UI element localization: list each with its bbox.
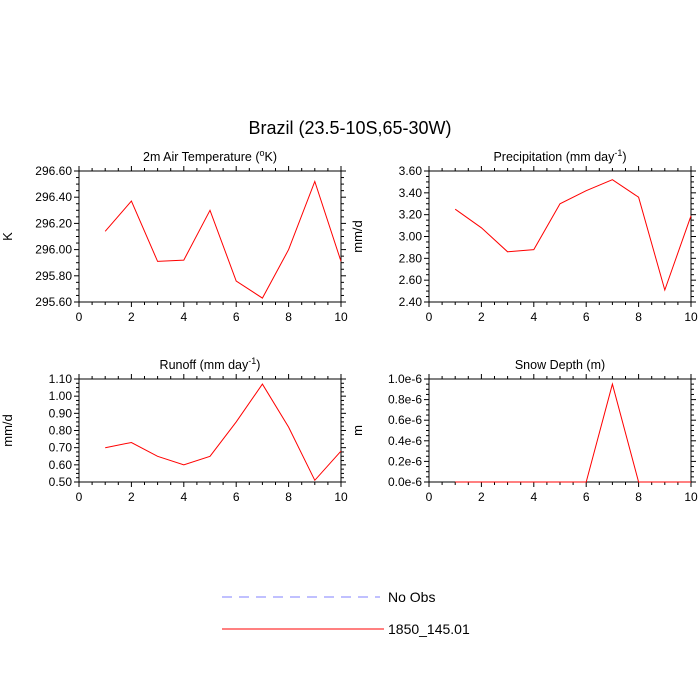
panel-title: Runoff (mm day-1) [160, 356, 261, 372]
y-tick-label: 296.20 [35, 216, 72, 230]
x-tick-label: 0 [76, 490, 83, 504]
x-tick-label: 4 [180, 310, 187, 324]
y-tick-label: 0.80 [49, 424, 73, 438]
legend-label-no-obs: No Obs [388, 589, 435, 605]
y-tick-label: 0.4e-6 [388, 434, 422, 448]
y-tick-label: 1.00 [49, 389, 73, 403]
panel-2: 2.40 2.60 2.80 3.00 3.20 3.40 3.60 0 2 4 6 8 10 Preci… [350, 148, 698, 324]
y-tick-label: 0.0e-6 [388, 475, 422, 489]
y-tick-label: 0.60 [49, 458, 73, 472]
y-tick-label: 296.40 [35, 190, 72, 204]
figure-title: Brazil (23.5-10S,65-30W) [248, 118, 451, 138]
y-tick-label: 2.80 [399, 251, 423, 265]
x-tick-label: 2 [128, 310, 135, 324]
y-tick-label: 1.0e-6 [388, 372, 422, 386]
x-tick-label: 6 [233, 310, 240, 324]
x-tick-label: 4 [180, 490, 187, 504]
x-tick-label: 10 [684, 490, 698, 504]
series-line [104, 180, 342, 299]
y-axis-label: K [0, 232, 15, 241]
x-tick-label: 6 [233, 490, 240, 504]
y-axis-label: mm/d [0, 414, 15, 447]
y-tick-label: 296.00 [35, 243, 72, 257]
panel-4: 0.0e-6 0.2e-6 0.4e-6 0.6e-6 0.8e-6 1.0e-6 0 2 4 6… [350, 358, 698, 504]
y-tick-label: 3.00 [399, 230, 423, 244]
panel-1: 295.60 295.80 296.00 296.20 296.40 296.60 0 2 4 6… [0, 148, 348, 324]
y-tick-label: 0.2e-6 [388, 454, 422, 468]
x-tick-label: 4 [530, 490, 537, 504]
y-tick-label: 0.6e-6 [388, 413, 422, 427]
series-line [105, 383, 342, 482]
plot-frame [428, 378, 692, 483]
x-tick-label: 8 [635, 310, 642, 324]
x-tick-label: 10 [684, 310, 698, 324]
y-tick-label: 0.50 [49, 475, 73, 489]
y-tick-label: 0.70 [49, 441, 73, 455]
x-tick-label: 0 [426, 310, 433, 324]
panel-title: Precipitation (mm day-1) [493, 148, 626, 164]
x-tick-label: 10 [334, 490, 348, 504]
y-tick-label: 0.8e-6 [388, 393, 422, 407]
y-tick-label: 2.60 [399, 273, 423, 287]
x-tick-label: 0 [76, 310, 83, 324]
series-line [454, 179, 692, 292]
x-tick-label: 2 [478, 490, 485, 504]
x-tick-label: 8 [285, 310, 292, 324]
x-tick-label: 2 [128, 490, 135, 504]
series-line [455, 382, 691, 483]
x-tick-label: 8 [285, 490, 292, 504]
panels: 295.60 295.80 296.00 296.20 296.40 296.60 0 2 4 6… [0, 148, 698, 504]
legend-label-run: 1850_145.01 [388, 621, 470, 637]
x-tick-label: 6 [583, 310, 590, 324]
legend: No Obs 1850_145.01 [222, 589, 470, 637]
y-tick-label: 3.20 [399, 208, 423, 222]
y-tick-label: 3.40 [399, 186, 423, 200]
y-tick-label: 295.80 [35, 269, 72, 283]
panel-title: Snow Depth (m) [515, 358, 605, 372]
x-tick-label: 2 [478, 310, 485, 324]
y-axis-label: mm/d [350, 220, 365, 253]
panel-title: 2m Air Temperature (oK) [143, 148, 277, 164]
y-tick-label: 0.90 [49, 406, 73, 420]
y-tick-label: 1.10 [49, 372, 73, 386]
plot-frame [428, 170, 692, 303]
y-tick-label: 295.60 [35, 295, 72, 309]
y-tick-label: 2.40 [399, 295, 423, 309]
panel-3: 0.50 0.60 0.70 0.80 0.90 1.00 1.10 0 2 4 6 8 10 Runof… [0, 356, 348, 504]
plot-frame [78, 378, 342, 483]
x-tick-label: 0 [426, 490, 433, 504]
x-tick-label: 6 [583, 490, 590, 504]
y-axis-label: m [350, 425, 365, 436]
y-tick-label: 296.60 [35, 164, 72, 178]
y-tick-label: 3.60 [399, 164, 423, 178]
x-tick-label: 10 [334, 310, 348, 324]
plot-frame [78, 170, 342, 303]
x-tick-label: 4 [530, 310, 537, 324]
x-tick-label: 8 [635, 490, 642, 504]
